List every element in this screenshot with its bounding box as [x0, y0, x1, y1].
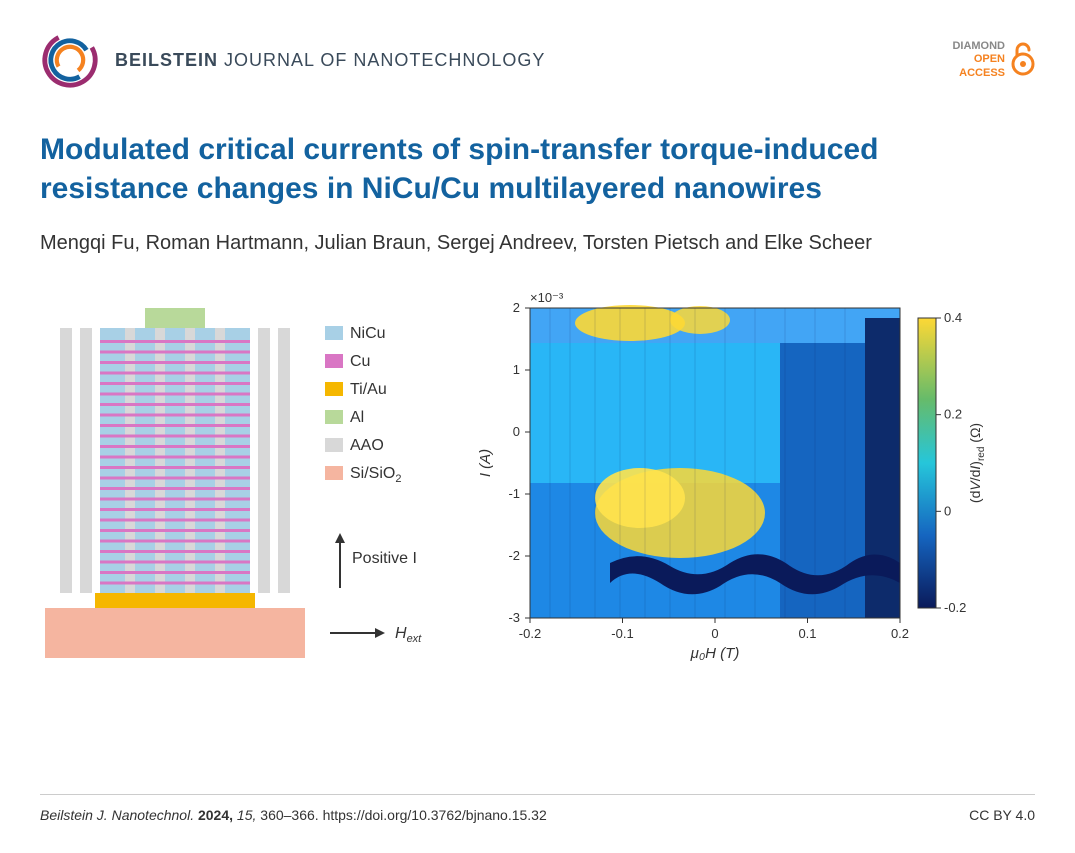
journal-name-light: JOURNAL OF NANOTECHNOLOGY: [224, 50, 545, 70]
legend-swatch: [325, 438, 343, 452]
Hext-sub: ext: [407, 633, 423, 645]
legend-label: Cu: [350, 353, 370, 370]
x-tick-label: 0.1: [798, 626, 816, 641]
y-tick-label: -1: [508, 486, 520, 501]
schematic-svg: NiCu Cu Ti/Au Al AAO Si/SiO2 Positive I Hext: [40, 288, 440, 668]
legend-swatch: [325, 410, 343, 424]
al-rect: [145, 308, 205, 328]
y-tick-label: 0: [513, 424, 520, 439]
y-tick-label: -3: [508, 610, 520, 625]
legend-swatch: [325, 382, 343, 396]
x-tick-label: -0.1: [611, 626, 633, 641]
article-title: Modulated critical currents of spin-tran…: [40, 130, 1035, 208]
open-access-lock-icon: [1011, 42, 1035, 78]
x-tick-label: -0.2: [519, 626, 541, 641]
oa-access-text: ACCESS: [952, 67, 1005, 80]
author-list: Mengqi Fu, Roman Hartmann, Julian Braun,…: [40, 228, 1035, 258]
journal-name: BEILSTEIN JOURNAL OF NANOTECHNOLOGY: [115, 50, 545, 71]
x-tick-label: 0: [711, 626, 718, 641]
legend-label: Si/SiO2: [350, 465, 401, 485]
cbar-tick-label: -0.2: [944, 600, 966, 615]
cbar-tick-label: 0: [944, 503, 951, 518]
cite-volume: 15,: [237, 807, 256, 823]
license-label: CC BY 4.0: [969, 807, 1035, 823]
legend-swatch: [325, 466, 343, 480]
legend-swatch: [325, 326, 343, 340]
svg-text:Hext: Hext: [395, 625, 422, 645]
schematic-legend: NiCu Cu Ti/Au Al AAO Si/SiO2: [325, 325, 401, 485]
cbar-tick-label: 0.4: [944, 310, 962, 325]
open-access-badge: DIAMOND OPEN ACCESS: [952, 40, 1035, 80]
cite-year: 2024,: [198, 807, 233, 823]
legend-label: NiCu: [350, 325, 386, 342]
legend-label: Ti/Au: [350, 381, 387, 398]
citation: Beilstein J. Nanotechnol. 2024, 15, 360–…: [40, 807, 547, 823]
legend-label: AAO: [350, 437, 384, 454]
cite-doi: https://doi.org/10.3762/bjnano.15.32: [323, 807, 547, 823]
figure-row: NiCu Cu Ti/Au Al AAO Si/SiO2 Positive I Hext: [40, 288, 1035, 668]
heatmap-plot: [530, 305, 900, 618]
journal-abbrev: Beilstein J. Nanotechnol.: [40, 807, 194, 823]
y-tick-label: -2: [508, 548, 520, 563]
page-footer: Beilstein J. Nanotechnol. 2024, 15, 360–…: [40, 794, 1035, 823]
beilstein-logo-icon: [40, 30, 100, 90]
heatmap-xlabel: μ₀H (T): [690, 645, 740, 662]
logo-group: BEILSTEIN JOURNAL OF NANOTECHNOLOGY: [40, 30, 545, 90]
colorbar-rect: [918, 318, 936, 608]
oa-diamond-text: DIAMOND: [952, 40, 1005, 53]
heatmap-ylabel: I (A): [477, 449, 494, 477]
page-header: BEILSTEIN JOURNAL OF NANOTECHNOLOGY DIAM…: [40, 30, 1035, 90]
y-tick-label: 1: [513, 362, 520, 377]
schematic-panel: NiCu Cu Ti/Au Al AAO Si/SiO2 Positive I Hext: [40, 288, 440, 668]
legend-label: Al: [350, 409, 364, 426]
journal-name-bold: BEILSTEIN: [115, 50, 218, 70]
legend-swatch: [325, 354, 343, 368]
heatmap-panel: -0.2 -0.1 0 0.1 0.2 -3 -2 -1 0 1 2 ×10⁻³ I (A) μ₀H…: [470, 288, 990, 668]
scale-label: ×10⁻³: [530, 290, 564, 305]
positive-I-label: Positive I: [352, 550, 417, 567]
positive-I-arrow: Positive I: [335, 533, 417, 588]
colorbar-ticks: -0.2 0 0.2 0.4: [936, 310, 966, 615]
open-access-text: DIAMOND OPEN ACCESS: [952, 40, 1005, 80]
y-tick-label: 2: [513, 300, 520, 315]
heatmap-svg: -0.2 -0.1 0 0.1 0.2 -3 -2 -1 0 1 2 ×10⁻³ I (A) μ₀H…: [470, 288, 990, 668]
cite-pages: 360–366.: [260, 807, 318, 823]
tiau-rect: [95, 593, 255, 608]
nanowire-columns: [100, 328, 250, 593]
Hext-label: H: [395, 625, 407, 642]
x-tick-label: 0.2: [891, 626, 909, 641]
Hext-arrow: Hext: [330, 625, 422, 645]
oa-open-text: OPEN: [952, 53, 1005, 66]
colorbar-label: (dV/dI)red (Ω): [967, 423, 987, 503]
cbar-tick-label: 0.2: [944, 407, 962, 422]
substrate-rect: [45, 608, 305, 658]
